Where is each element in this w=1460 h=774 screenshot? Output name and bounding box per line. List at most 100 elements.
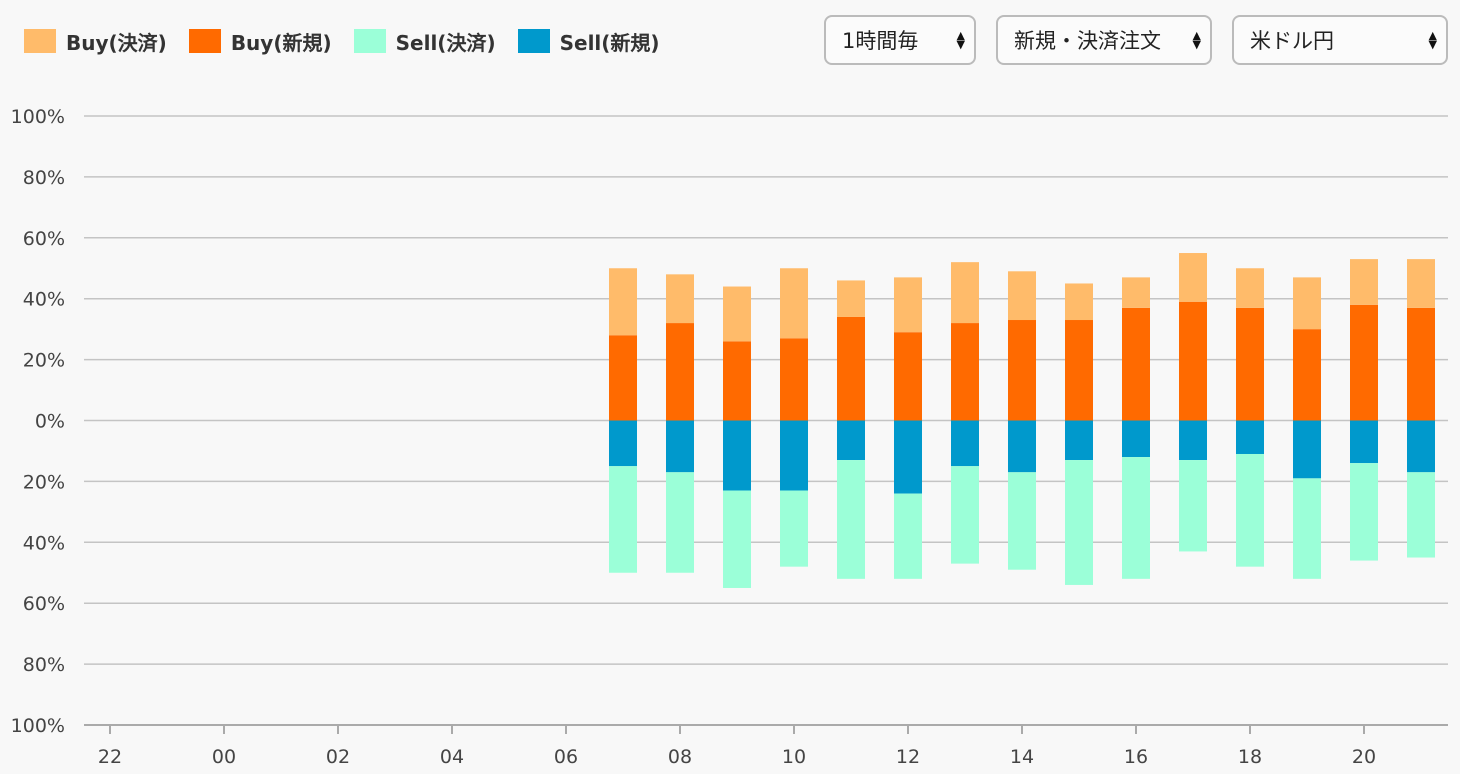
bar-buy-close xyxy=(1065,283,1093,321)
y-tick-label: 80% xyxy=(23,654,65,676)
bar-sell-close xyxy=(780,490,808,567)
bar-buy-close xyxy=(1350,259,1378,305)
bar-buy-close xyxy=(1179,253,1207,302)
bar-buy-new xyxy=(1179,301,1207,421)
legend-label-sell-new: Sell(新規) xyxy=(559,30,660,55)
y-tick-label: 80% xyxy=(23,167,65,189)
x-tick-label: 06 xyxy=(554,746,578,768)
x-tick-label: 12 xyxy=(896,746,920,768)
order-type-select[interactable]: 新規・決済注文 ▲ ▼ xyxy=(996,15,1212,65)
x-tick-label: 18 xyxy=(1238,746,1262,768)
bar-sell-new xyxy=(666,420,694,473)
bar-buy-new xyxy=(780,338,808,421)
y-tick-label: 100% xyxy=(11,106,65,128)
bar-sell-close xyxy=(1293,478,1321,579)
x-tick-label: 00 xyxy=(212,746,236,768)
legend-item-buy-close: Buy(決済) xyxy=(24,27,167,56)
legend-label-buy-new: Buy(新規) xyxy=(230,30,332,55)
bar-sell-close xyxy=(1122,457,1150,579)
bar-sell-new xyxy=(1350,420,1378,464)
bar-buy-new xyxy=(1350,304,1378,421)
y-tick-label: 40% xyxy=(23,532,65,554)
x-tick-label: 08 xyxy=(668,746,692,768)
updown-arrows-icon: ▲ ▼ xyxy=(956,29,965,51)
bar-sell-new xyxy=(1122,420,1150,458)
bar-buy-new xyxy=(609,335,637,421)
bar-sell-close xyxy=(723,490,751,588)
bar-buy-new xyxy=(1065,320,1093,421)
y-tick-label: 0% xyxy=(35,411,65,433)
x-tick-label: 20 xyxy=(1352,746,1376,768)
bar-buy-close xyxy=(780,268,808,339)
legend-item-sell-close: Sell(決済) xyxy=(353,27,496,56)
bar-sell-new xyxy=(609,420,637,467)
y-tick-label: 20% xyxy=(23,350,65,372)
bar-buy-close xyxy=(1407,259,1435,308)
bar-buy-close xyxy=(723,286,751,342)
interval-select-value: 1時間毎 xyxy=(842,29,919,53)
legend-swatch-buy-close xyxy=(24,29,56,53)
bar-buy-close xyxy=(609,268,637,336)
bar-sell-new xyxy=(1293,420,1321,479)
x-tick-label: 02 xyxy=(326,746,350,768)
x-tick-label: 16 xyxy=(1124,746,1148,768)
bar-buy-close xyxy=(837,280,865,317)
bar-buy-new xyxy=(666,323,694,421)
bar-sell-new xyxy=(837,420,865,461)
bar-sell-new xyxy=(1236,420,1264,454)
y-tick-label: 60% xyxy=(23,593,65,615)
legend-item-buy-new: Buy(新規) xyxy=(188,27,332,56)
legend-swatch-buy-new xyxy=(188,29,221,53)
bar-sell-close xyxy=(837,460,865,579)
currency-pair-select[interactable]: 米ドル円 ▲ ▼ xyxy=(1232,15,1448,65)
bar-sell-close xyxy=(1008,472,1036,570)
legend: Buy(決済) Buy(新規) Sell(決済) Sell(新規) xyxy=(24,27,682,55)
legend-label-buy-close: Buy(決済) xyxy=(66,30,167,55)
updown-arrows-icon: ▲ ▼ xyxy=(1428,29,1437,51)
bar-sell-new xyxy=(1065,420,1093,461)
bar-buy-close xyxy=(1236,268,1264,308)
currency-pair-select-value: 米ドル円 xyxy=(1250,29,1334,53)
bar-sell-close xyxy=(1236,453,1264,567)
bar-sell-close xyxy=(894,493,922,579)
bar-sell-close xyxy=(1065,460,1093,585)
bar-sell-close xyxy=(1407,472,1435,558)
bar-buy-new xyxy=(723,341,751,421)
bar-buy-new xyxy=(837,316,865,421)
updown-arrows-icon: ▲ ▼ xyxy=(1192,29,1201,51)
y-tick-label: 100% xyxy=(11,715,65,737)
legend-swatch-sell-new xyxy=(517,29,550,53)
x-tick-label: 14 xyxy=(1010,746,1034,768)
y-tick-label: 40% xyxy=(23,289,65,311)
bar-buy-new xyxy=(1122,307,1150,421)
bar-sell-new xyxy=(894,420,922,494)
bar-sell-new xyxy=(723,420,751,491)
bar-buy-close xyxy=(951,262,979,324)
bar-buy-new xyxy=(1293,329,1321,421)
bar-buy-close xyxy=(1122,277,1150,308)
y-tick-label: 20% xyxy=(23,471,65,493)
bar-buy-close xyxy=(1293,277,1321,330)
bar-buy-new xyxy=(1407,307,1435,421)
bar-sell-new xyxy=(1008,420,1036,473)
bar-sell-new xyxy=(1407,420,1435,473)
interval-select[interactable]: 1時間毎 ▲ ▼ xyxy=(824,15,976,65)
bar-sell-new xyxy=(780,420,808,491)
legend-swatch-sell-close xyxy=(353,29,386,53)
bar-sell-close xyxy=(1350,463,1378,561)
bar-buy-new xyxy=(1236,307,1264,421)
bar-sell-close xyxy=(951,466,979,564)
x-tick-label: 22 xyxy=(98,746,122,768)
bar-buy-new xyxy=(951,323,979,421)
bar-sell-new xyxy=(1179,420,1207,461)
bar-buy-close xyxy=(894,277,922,333)
bar-buy-close xyxy=(1008,271,1036,321)
bar-sell-close xyxy=(666,472,694,573)
x-tick-label: 10 xyxy=(782,746,806,768)
legend-item-sell-new: Sell(新規) xyxy=(517,27,660,56)
bar-buy-new xyxy=(894,332,922,421)
bar-buy-new xyxy=(1008,320,1036,421)
x-tick-label: 04 xyxy=(440,746,464,768)
legend-label-sell-close: Sell(決済) xyxy=(395,30,496,55)
